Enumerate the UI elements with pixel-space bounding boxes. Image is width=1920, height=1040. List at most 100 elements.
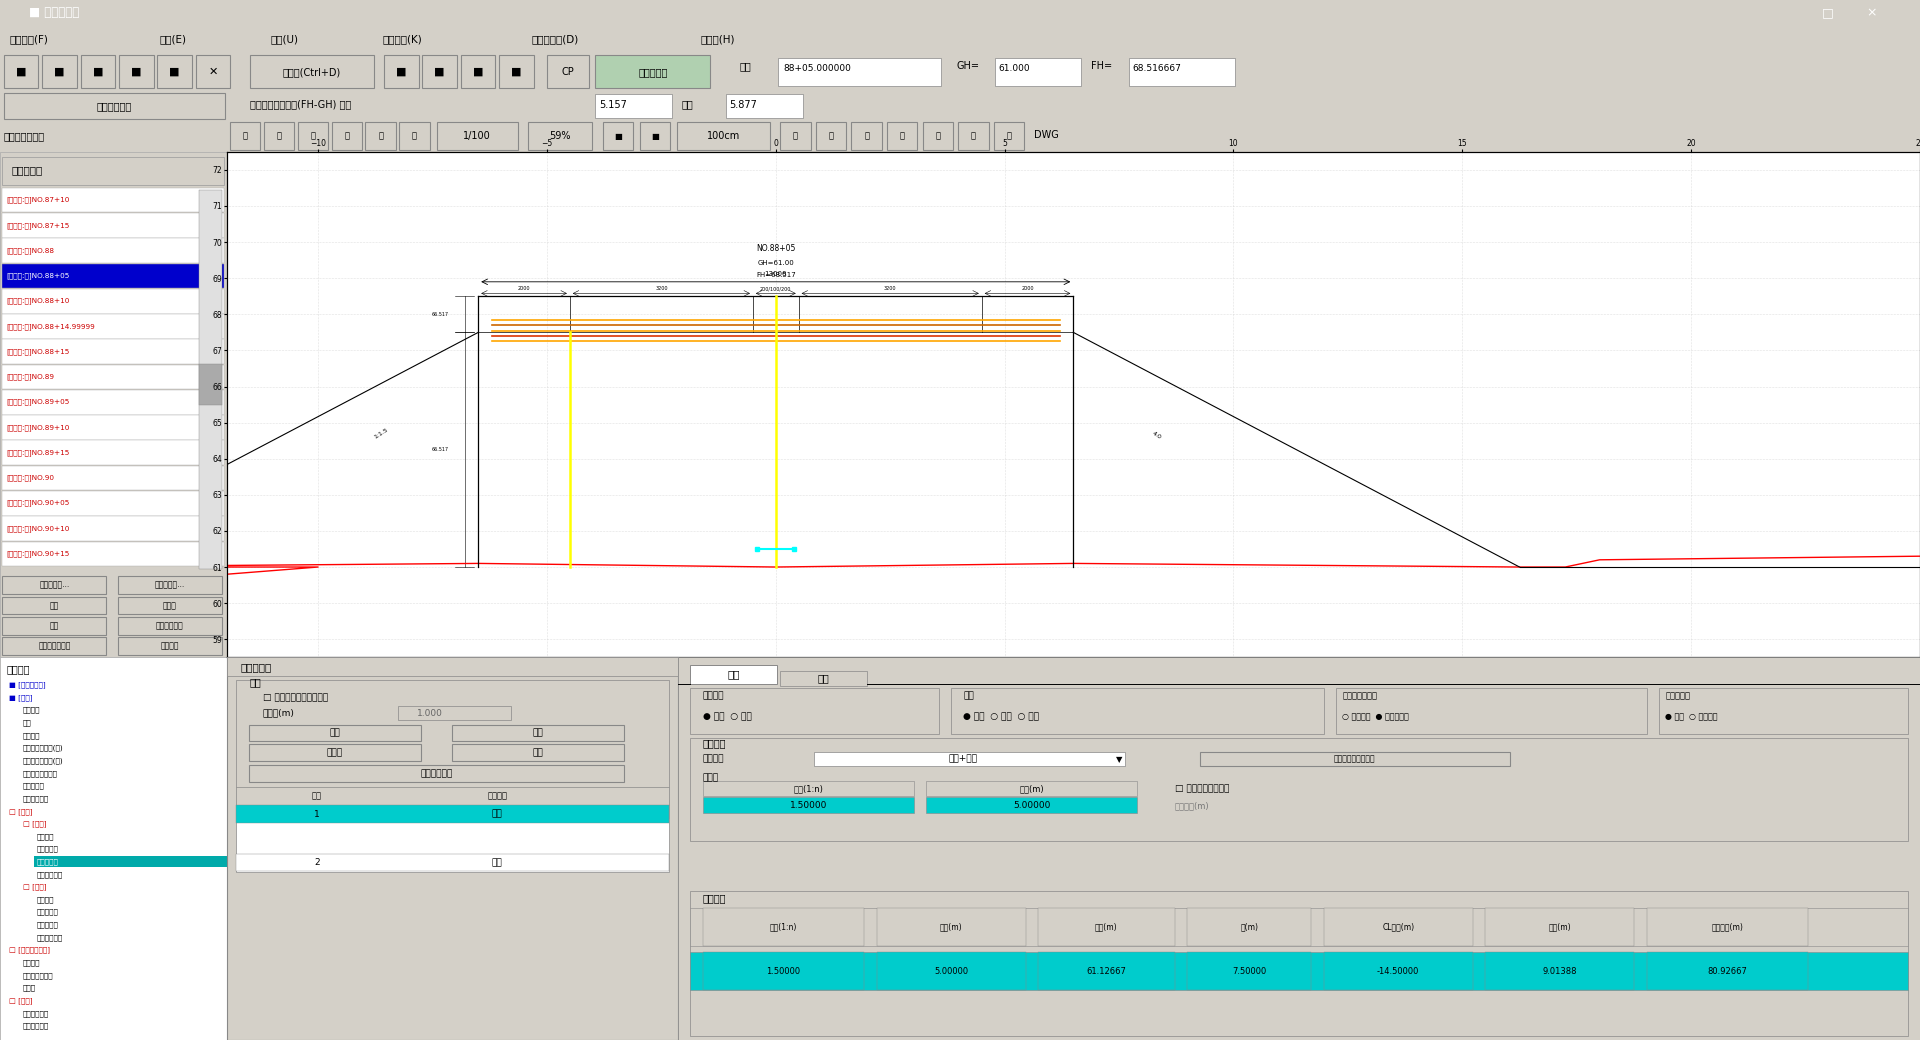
Bar (1486, 952, 1634, 990)
Text: 小段: 小段 (818, 673, 829, 683)
Bar (119, 55, 154, 88)
Text: 寸法・旗上げ: 寸法・旗上げ (36, 870, 63, 878)
Text: DWG: DWG (1035, 130, 1060, 139)
Bar (547, 55, 589, 88)
Text: □ [数量算出設定]: □ [数量算出設定] (10, 946, 50, 954)
Text: ⬜: ⬜ (829, 132, 833, 140)
Text: 88+05.000000: 88+05.000000 (783, 64, 851, 73)
Bar (816, 123, 847, 151)
Bar (117, 638, 223, 655)
Bar (1647, 952, 1809, 990)
Bar (397, 706, 511, 721)
Text: 測点リスト: 測点リスト (12, 165, 42, 176)
Bar (81, 55, 115, 88)
Text: コピー: コピー (163, 601, 177, 610)
Text: □ ラウンディングを行う: □ ラウンディングを行う (263, 693, 328, 702)
Bar (2, 542, 225, 567)
Bar (2, 597, 106, 615)
Bar (2, 157, 225, 185)
Bar (2, 263, 225, 288)
Text: 4.0: 4.0 (1152, 431, 1162, 440)
Bar (2, 466, 225, 491)
Text: ● 標準  ○ 計画起点: ● 標準 ○ 計画起点 (1665, 712, 1718, 721)
Text: 下層路盤路肩部(左): 下層路盤路肩部(左) (23, 745, 63, 751)
Bar (1039, 952, 1175, 990)
Text: 入力方法: 入力方法 (703, 754, 724, 763)
Text: 長さ集計項目: 長さ集計項目 (23, 1022, 48, 1030)
Bar (1039, 908, 1175, 946)
Bar (887, 123, 918, 151)
Bar (778, 58, 941, 85)
Bar (2, 638, 106, 655)
Bar (461, 55, 495, 88)
Bar (250, 745, 420, 760)
Text: 法面: 法面 (728, 669, 739, 679)
Text: 法長(m): 法長(m) (1548, 922, 1571, 932)
Bar (35, 856, 238, 866)
Text: CP: CP (563, 67, 574, 77)
Text: 一覧: 一覧 (250, 677, 261, 687)
Text: 計算方向: 計算方向 (703, 691, 724, 700)
Text: 66.517: 66.517 (432, 447, 449, 452)
Text: 寸法・旗上げ: 寸法・旗上げ (23, 796, 48, 802)
Bar (603, 123, 634, 151)
Text: 3200: 3200 (655, 286, 668, 291)
Text: ■: ■ (131, 67, 142, 77)
Text: 追加: 追加 (50, 601, 60, 610)
Text: 2000: 2000 (1021, 286, 1033, 291)
Text: 寸法・旗上げ: 寸法・旗上げ (36, 934, 63, 941)
Text: 標準横断更新: 標準横断更新 (156, 621, 184, 630)
Text: ヘルプ(H): ヘルプ(H) (701, 34, 735, 44)
Bar (236, 854, 668, 870)
Text: 盛土: 盛土 (492, 858, 503, 867)
Text: 13000: 13000 (764, 271, 787, 278)
Text: 右側: 右側 (682, 100, 693, 109)
Bar (250, 55, 374, 88)
Text: 計算結果: 計算結果 (703, 893, 726, 904)
Text: [土｜盛:盛]NO.88: [土｜盛:盛]NO.88 (8, 248, 56, 254)
Bar (1129, 58, 1235, 85)
Text: □ [右側]: □ [右側] (23, 884, 46, 890)
Text: 80.92667: 80.92667 (1707, 966, 1747, 976)
Text: 5.157: 5.157 (599, 100, 628, 109)
Bar (689, 737, 1908, 841)
Bar (157, 55, 192, 88)
Bar (453, 745, 624, 760)
Text: マニュアル設定: マニュアル設定 (38, 642, 71, 650)
Text: 計画配点ー接続設定: 計画配点ー接続設定 (1334, 755, 1375, 763)
Text: ■: ■ (651, 132, 659, 140)
Text: 直高(m): 直高(m) (939, 922, 962, 932)
Text: ● 法面  ○ 擁壁  ○ 平場: ● 法面 ○ 擁壁 ○ 平場 (964, 712, 1039, 721)
Bar (689, 890, 1908, 1036)
Text: GH=: GH= (956, 60, 979, 71)
Bar (925, 798, 1137, 813)
Text: 線形データ更新: 線形データ更新 (4, 132, 44, 141)
Text: [土｜盛:盛]NO.89: [土｜盛:盛]NO.89 (8, 373, 56, 381)
Text: -14.50000: -14.50000 (1377, 966, 1419, 976)
Text: ■ [標準横断面]: ■ [標準横断面] (10, 681, 46, 688)
Text: 土羽土厚(m): 土羽土厚(m) (1175, 801, 1210, 810)
Text: [土｜盛:盛]NO.90+10: [土｜盛:盛]NO.90+10 (8, 525, 71, 531)
Text: ⬜: ⬜ (413, 132, 417, 140)
Text: 5.00000: 5.00000 (1014, 801, 1050, 810)
Text: 勾配(1:n): 勾配(1:n) (770, 922, 797, 932)
Text: CL離れ(m): CL離れ(m) (1382, 922, 1415, 932)
Text: 勾配+直高: 勾配+直高 (948, 755, 977, 763)
Bar (236, 805, 668, 823)
Text: □: □ (1822, 6, 1834, 20)
Bar (877, 952, 1025, 990)
Text: [土｜盛:盛]NO.89+10: [土｜盛:盛]NO.89+10 (8, 424, 71, 431)
Text: 5.00000: 5.00000 (933, 966, 968, 976)
Text: 1.000: 1.000 (417, 708, 442, 718)
Bar (250, 765, 624, 782)
Text: ファイル(F): ファイル(F) (10, 34, 48, 44)
Bar (2, 576, 106, 594)
Text: 100cm: 100cm (707, 131, 741, 141)
Bar (2, 339, 225, 364)
Text: 適用標準横断: 適用標準横断 (96, 101, 132, 111)
Text: [土｜盛:盛]NO.90: [土｜盛:盛]NO.90 (8, 474, 56, 482)
Text: ×: × (1866, 6, 1878, 20)
Text: 直高(m): 直高(m) (1020, 784, 1044, 794)
Text: 入力値: 入力値 (703, 774, 718, 782)
Text: 挿入: 挿入 (532, 729, 543, 737)
